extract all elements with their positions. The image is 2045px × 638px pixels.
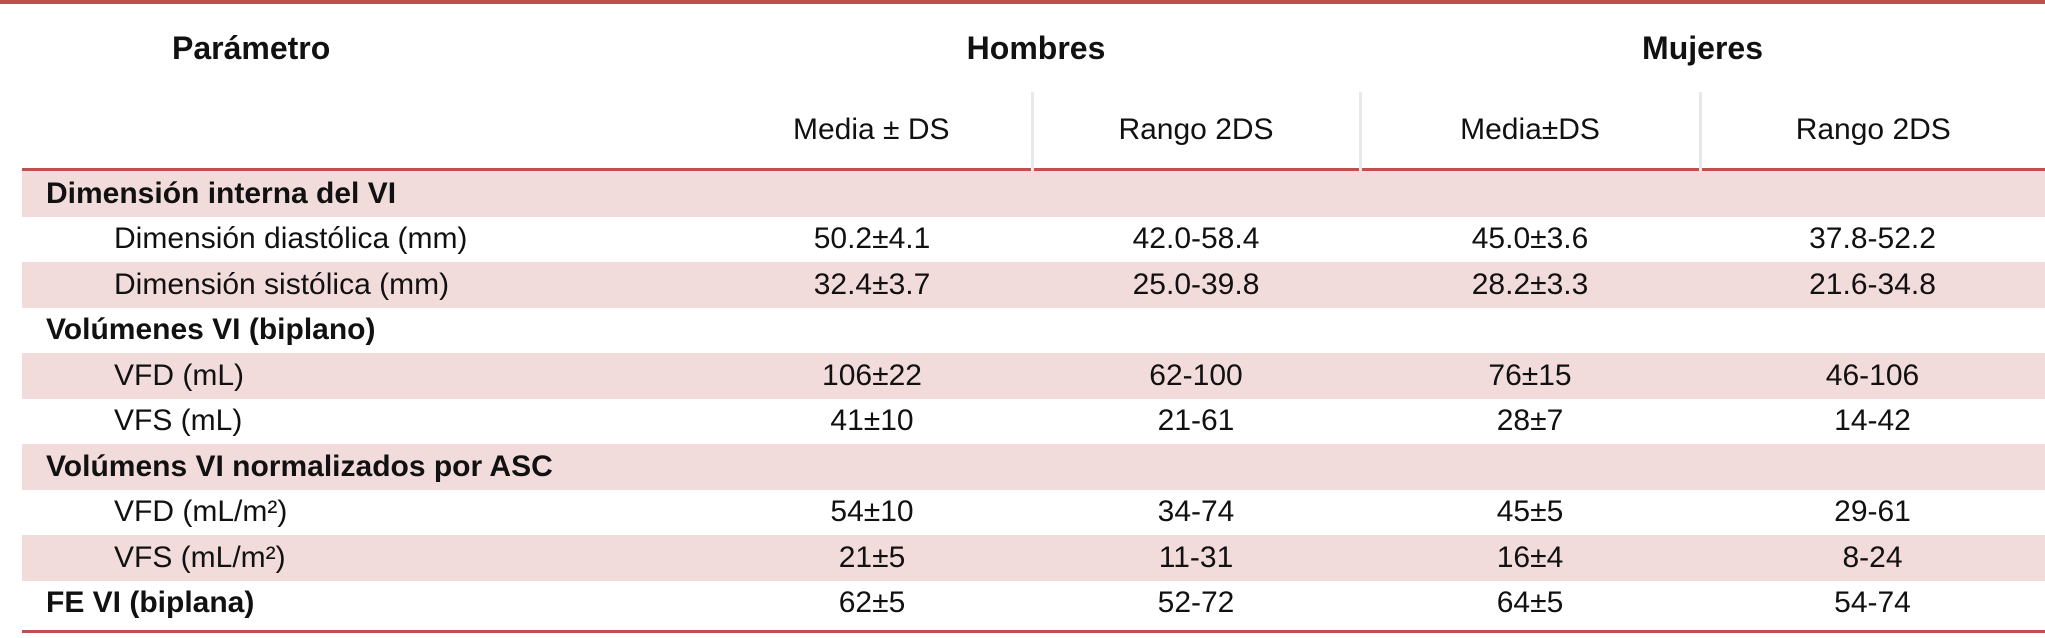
value-cell: 64±5: [1496, 586, 1564, 620]
value-cell: [1360, 444, 1701, 490]
row-label: Dimensión sistólica (mm): [22, 262, 712, 308]
table-row: VFS (mL) 41±10 21-61 28±7 14-42: [22, 399, 2045, 445]
table-row: Dimensión sistólica (mm) 32.4±3.7 25.0-39.…: [22, 262, 2045, 308]
header-row-groups: Parámetro Hombres Mujeres: [22, 4, 2045, 92]
value-cell: 106±22: [712, 353, 1032, 399]
section-label: Volúmenes VI (biplano): [46, 313, 376, 347]
table-row: VFS (mL/m²) 21±5 11-31 16±4 8-24: [22, 535, 2045, 581]
value-cell: 8-24: [1700, 535, 2045, 581]
value-cell: [1700, 444, 2045, 490]
value-cell: [1700, 169, 2045, 217]
section-label: FE VI (biplana): [46, 586, 255, 620]
header-women-range: Rango 2DS: [1795, 113, 1951, 146]
value-cell: [712, 169, 1032, 217]
value-cell: 62-100: [1032, 353, 1361, 399]
value-cell: 62±5: [838, 586, 906, 620]
value-cell: [1360, 169, 1701, 217]
table-row: VFD (mL/m²) 54±10 34-74 45±5 29-61: [22, 490, 2045, 536]
value-cell: [1032, 308, 1360, 354]
value-cell: 45.0±3.6: [1471, 222, 1589, 256]
value-cell: 76±15: [1360, 353, 1701, 399]
value-cell: 42.0-58.4: [1132, 222, 1260, 256]
table-row: Volúmens VI normalizados por ASC: [22, 444, 2045, 490]
value-cell: 32.4±3.7: [712, 262, 1032, 308]
value-cell: 46-106: [1700, 353, 2045, 399]
value-cell: [712, 308, 1032, 354]
header-parameter: Parámetro: [172, 29, 331, 66]
value-cell: 50.2±4.1: [813, 222, 931, 256]
section-label: Dimensión interna del VI: [22, 169, 712, 217]
row-label: VFD (mL): [22, 353, 712, 399]
value-cell: 54±10: [830, 495, 914, 529]
value-cell: 21.6-34.8: [1700, 262, 2045, 308]
row-label: VFD (mL/m²): [114, 495, 288, 529]
value-cell: 11-31: [1032, 535, 1361, 581]
top-border: [0, 0, 2045, 4]
row-label: Dimensión diastólica (mm): [114, 222, 468, 256]
header-women: Mujeres: [1642, 29, 1763, 66]
value-cell: [1032, 169, 1361, 217]
value-cell: 25.0-39.8: [1032, 262, 1361, 308]
value-cell: 21±5: [712, 535, 1032, 581]
table-row: Dimensión diastólica (mm) 50.2±4.1 42.0-58…: [22, 217, 2045, 263]
value-cell: 21-61: [1157, 404, 1235, 438]
row-label: VFS (mL): [114, 404, 243, 438]
value-cell: 41±10: [830, 404, 914, 438]
value-cell: 29-61: [1834, 495, 1911, 529]
value-cell: 16±4: [1360, 535, 1701, 581]
value-cell: [1700, 308, 2045, 354]
header-men-mean: Media ± DS: [712, 92, 1034, 170]
value-cell: 28.2±3.3: [1360, 262, 1701, 308]
value-cell: 34-74: [1157, 495, 1235, 529]
value-cell: 37.8-52.2: [1809, 222, 1936, 256]
value-cell: 52-72: [1157, 586, 1235, 620]
table-row: FE VI (biplana) 62±5 52-72 64±5 54-74: [22, 581, 2045, 627]
table-row: VFD (mL) 106±22 62-100 76±15 46-106: [22, 353, 2045, 399]
section-label: Volúmens VI normalizados por ASC: [22, 444, 712, 490]
header-women-mean: Media±DS: [1360, 92, 1702, 170]
value-cell: [712, 444, 1032, 490]
header-row-subcolumns: Media ± DS Rango 2DS Media±DS Rango 2DS: [22, 92, 2045, 170]
value-cell: 28±7: [1496, 404, 1564, 438]
value-cell: 54-74: [1834, 586, 1911, 620]
reference-values-table: Parámetro Hombres Mujeres Media ± DS Ran…: [22, 4, 2045, 626]
value-cell: 14-42: [1834, 404, 1911, 438]
value-cell: [1032, 444, 1361, 490]
header-blank: [22, 92, 712, 170]
bottom-border: [22, 630, 2045, 633]
value-cell: [1360, 308, 1700, 354]
table-row: Dimensión interna del VI: [22, 169, 2045, 217]
header-men-range: Rango 2DS: [1032, 92, 1362, 170]
row-label: VFS (mL/m²): [22, 535, 712, 581]
header-men: Hombres: [966, 29, 1106, 66]
value-cell: 45±5: [1496, 495, 1564, 529]
table-row: Volúmenes VI (biplano): [22, 308, 2045, 354]
